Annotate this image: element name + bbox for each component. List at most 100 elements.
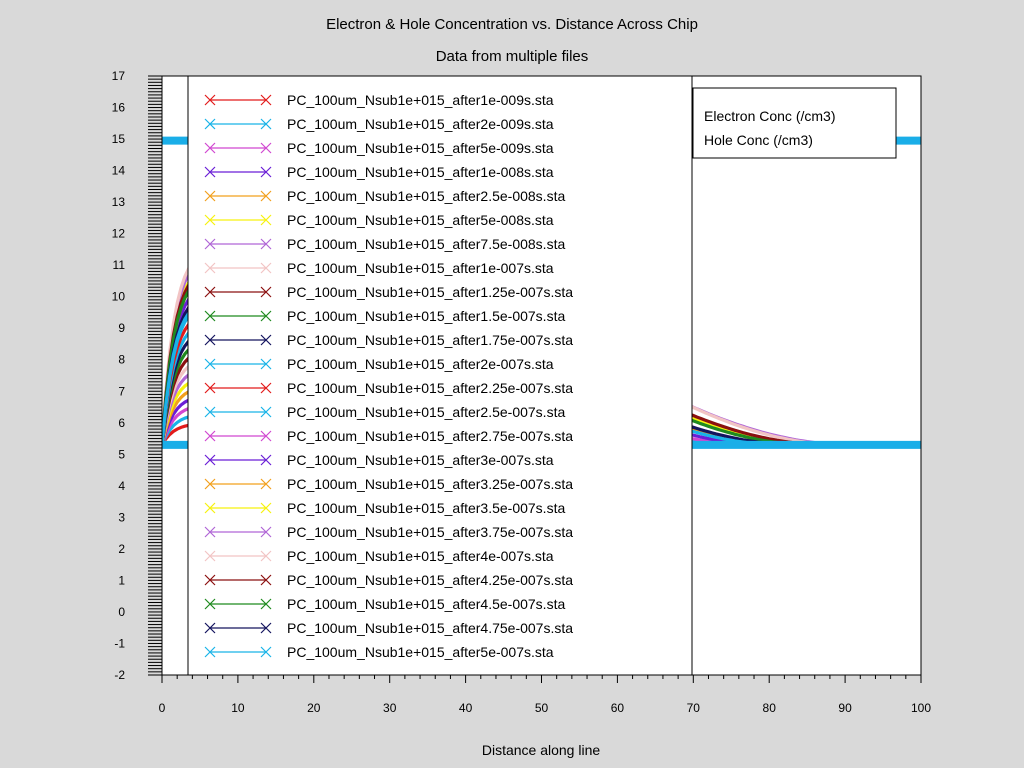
legend-marker-x [260,598,272,610]
legend-marker-x [204,94,216,106]
legend-entry-label: PC_100um_Nsub1e+015_after1e-009s.sta [287,92,554,108]
legend-marker-x [260,94,272,106]
legend-marker-x [260,286,272,298]
legend-marker-x [260,454,272,466]
legend-entry-label: PC_100um_Nsub1e+015_after2.75e-007s.sta [287,428,573,444]
y-tick-label: 11 [113,258,126,272]
legend-entry-label: PC_100um_Nsub1e+015_after5e-008s.sta [287,212,554,228]
chart-subtitle: Data from multiple files [436,48,589,65]
x-tick-label: 30 [383,701,397,715]
legend-entry-label: PC_100um_Nsub1e+015_after3.5e-007s.sta [287,500,565,516]
legend-marker-x [260,574,272,586]
legend-marker-x [204,550,216,562]
legend-marker-x [204,478,216,490]
y-tick-label: 10 [112,290,126,304]
y-tick-label: 4 [118,479,125,493]
x-tick-label: 0 [159,701,166,715]
legend-entry-label: PC_100um_Nsub1e+015_after1e-008s.sta [287,164,554,180]
legend-entry-label: PC_100um_Nsub1e+015_after7.5e-008s.sta [287,236,565,252]
legend-marker-x [204,430,216,442]
legend-entry-label: PC_100um_Nsub1e+015_after5e-007s.sta [287,644,554,660]
legend-marker-x [204,454,216,466]
legend-entry-label: PC_100um_Nsub1e+015_after5e-009s.sta [287,140,554,156]
x-tick-label: 10 [231,701,245,715]
x-tick-label: 80 [763,701,777,715]
legend-marker-x [204,118,216,130]
legend-entry-label: PC_100um_Nsub1e+015_after1.75e-007s.sta [287,332,573,348]
x-tick-label: 60 [611,701,625,715]
legend-marker-x [204,358,216,370]
legend-entry-label: PC_100um_Nsub1e+015_after3.25e-007s.sta [287,476,573,492]
y-tick-label: 13 [112,195,126,209]
legend-entry-label: PC_100um_Nsub1e+015_after1.25e-007s.sta [287,284,573,300]
legend-marker-x [204,310,216,322]
legend-entry-label: PC_100um_Nsub1e+015_after1.5e-007s.sta [287,308,565,324]
legend-marker-x [260,430,272,442]
legend-marker-x [260,502,272,514]
y-tick-label: 3 [118,510,125,524]
legend-entry-label: PC_100um_Nsub1e+015_after2.5e-008s.sta [287,188,565,204]
x-tick-label: 100 [911,701,931,715]
legend-entry-label: PC_100um_Nsub1e+015_after4.25e-007s.sta [287,572,573,588]
legend-marker-x [204,622,216,634]
x-tick-label: 50 [535,701,549,715]
legend-entry-label: PC_100um_Nsub1e+015_after2.5e-007s.sta [287,404,565,420]
y-tick-label: 6 [118,416,125,430]
legend-marker-x [204,526,216,538]
legend-marker-x [204,502,216,514]
legend-entry-label: PC_100um_Nsub1e+015_after3.75e-007s.sta [287,524,573,540]
legend-marker-x [260,550,272,562]
y-tick-label: 0 [118,605,125,619]
legend-marker-x [204,214,216,226]
y-tick-label: 16 [112,101,126,115]
legend-marker-x [260,406,272,418]
y-tick-label: 1 [118,573,125,587]
y-tick-label: 5 [118,447,125,461]
legend-entry-label: PC_100um_Nsub1e+015_after2e-009s.sta [287,116,554,132]
legend-marker-x [260,262,272,274]
y-tick-label: 2 [118,542,125,556]
legend-layer: PC_100um_Nsub1e+015_after1e-009s.sta PC_1… [187,75,897,676]
y-tick-label: 9 [118,321,125,335]
legend-marker-x [260,358,272,370]
secondary-legend-box [692,87,897,159]
legend-entry-label: PC_100um_Nsub1e+015_after4e-007s.sta [287,548,554,564]
legend-marker-x [260,190,272,202]
legend-marker-x [260,310,272,322]
y-tick-label: 8 [118,353,125,367]
x-axis-label: Distance along line [482,742,601,758]
x-tick-label: 40 [459,701,473,715]
legend-marker-x [204,238,216,250]
axes-layer: 0 10 20 30 40 50 60 70 80 90 100-2-101234567891011… [112,69,932,715]
legend-marker-x [260,478,272,490]
legend-entry-label: PC_100um_Nsub1e+015_after2.25e-007s.sta [287,380,573,396]
y-tick-label: -2 [114,668,125,682]
y-tick-label: 15 [112,132,126,146]
legend-marker-x [260,646,272,658]
x-tick-label: 90 [838,701,852,715]
legend-marker-x [204,190,216,202]
legend-marker-x [260,526,272,538]
legend-marker-x [260,118,272,130]
legend-entry-label: PC_100um_Nsub1e+015_after1e-007s.sta [287,260,554,276]
secondary-legend-label: Hole Conc (/cm3) [704,132,813,148]
legend-marker-x [204,574,216,586]
legend-entry-label: PC_100um_Nsub1e+015_after4.75e-007s.sta [287,620,573,636]
legend-marker-x [260,166,272,178]
legend-marker-x [204,334,216,346]
legend-marker-x [260,238,272,250]
y-tick-label: 17 [112,69,126,83]
legend-entry-label: PC_100um_Nsub1e+015_after3e-007s.sta [287,452,554,468]
legend-entry-label: PC_100um_Nsub1e+015_after4.5e-007s.sta [287,596,565,612]
chart-title: Electron & Hole Concentration vs. Distan… [326,16,698,33]
legend-box [187,75,693,676]
legend-marker-x [204,646,216,658]
legend-marker-x [204,286,216,298]
legend-marker-x [204,166,216,178]
legend-entry-label: PC_100um_Nsub1e+015_after2e-007s.sta [287,356,554,372]
legend-marker-x [260,334,272,346]
legend-marker-x [204,142,216,154]
legend-marker-x [260,382,272,394]
x-tick-label: 70 [687,701,701,715]
legend-marker-x [204,598,216,610]
